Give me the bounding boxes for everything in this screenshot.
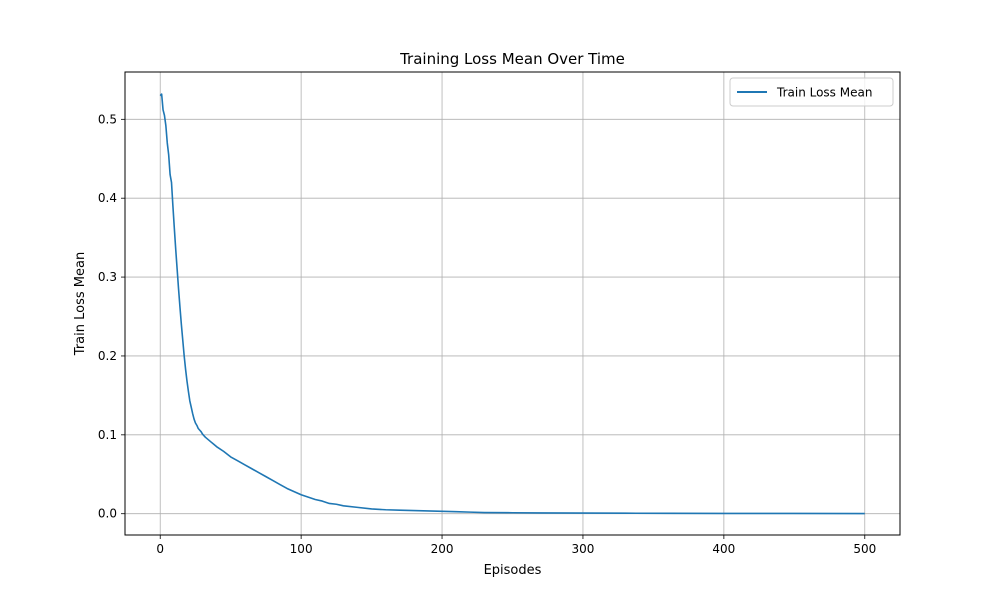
legend: Train Loss Mean	[729, 77, 894, 107]
y-axis-label: Train Loss Mean	[73, 252, 88, 356]
x-axis-label: Episodes	[484, 563, 542, 578]
y-tick-label: 0.1	[98, 428, 117, 442]
x-tick-label: 0	[156, 542, 164, 556]
y-tick-label: 0.2	[98, 349, 117, 363]
x-tick-label: 100	[290, 542, 313, 556]
series-layer	[159, 93, 865, 515]
plot-frame	[124, 71, 901, 536]
x-axis-ticks: 0 100 200 300 400 500	[156, 535, 876, 556]
x-tick-label: 200	[431, 542, 454, 556]
y-axis-ticks: 0.0 0.1 0.2 0.3 0.4 0.5	[98, 112, 125, 521]
chart-title: Training Loss Mean Over Time	[399, 50, 625, 68]
y-tick-label: 0.5	[98, 112, 117, 126]
legend-label: Train Loss Mean	[776, 86, 872, 100]
x-tick-label: 400	[712, 542, 735, 556]
y-tick-label: 0.4	[98, 191, 117, 205]
x-tick-label: 500	[853, 542, 876, 556]
y-tick-label: 0.3	[98, 270, 117, 284]
legend-box	[729, 77, 894, 107]
y-tick-label: 0.0	[98, 507, 117, 521]
series-line-train-loss-mean	[159, 93, 865, 515]
x-tick-label: 300	[572, 542, 595, 556]
